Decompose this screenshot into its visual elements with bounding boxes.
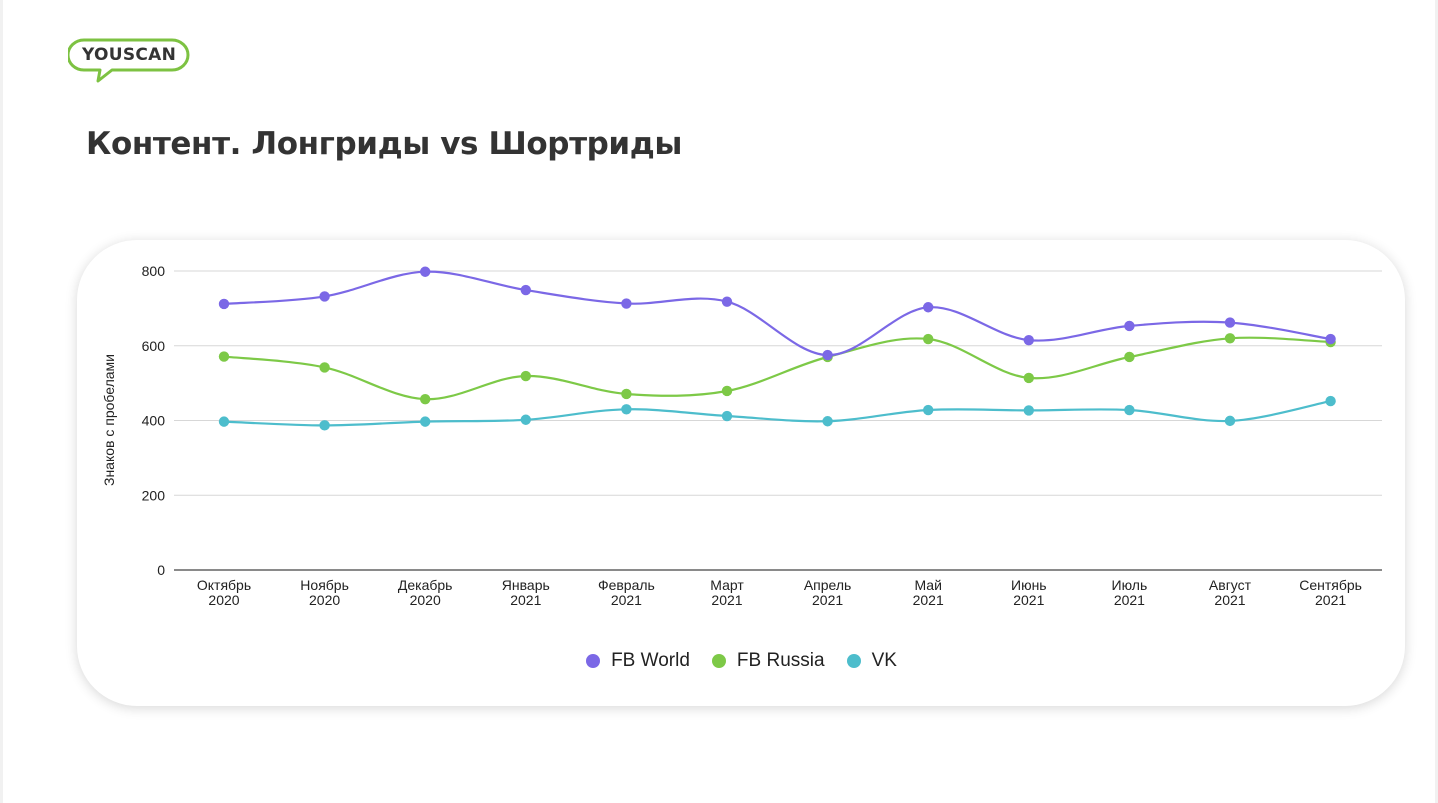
- data-point: [923, 404, 934, 416]
- data-point: [1224, 317, 1236, 328]
- data-point: [520, 284, 531, 296]
- data-point: [1023, 372, 1034, 384]
- x-tick-label: 2021: [510, 592, 541, 608]
- x-tick-label: Июль: [1112, 577, 1148, 593]
- data-point: [1124, 320, 1135, 332]
- data-point: [420, 393, 431, 405]
- data-point: [621, 388, 632, 400]
- data-point: [520, 414, 531, 425]
- x-tick-label: Май: [914, 577, 941, 593]
- data-point: [1325, 395, 1336, 407]
- x-tick-label: 2021: [1214, 592, 1245, 608]
- x-tick-label: Июнь: [1011, 577, 1047, 593]
- data-point: [218, 351, 230, 362]
- x-tick-label: Декабрь: [398, 577, 453, 593]
- data-point: [721, 410, 733, 422]
- series-line: [223, 270, 1331, 357]
- x-tick-label: 2021: [1013, 592, 1044, 608]
- data-point: [319, 362, 330, 373]
- data-point: [420, 266, 431, 277]
- data-point: [218, 298, 230, 310]
- data-point: [822, 416, 833, 427]
- x-tick-label: 2020: [208, 592, 239, 608]
- x-tick-label: 2021: [812, 592, 843, 608]
- legend-marker-icon: [586, 654, 601, 668]
- legend-label: VK: [871, 650, 897, 671]
- x-tick-label: Январь: [502, 577, 550, 593]
- legend-item: FB World: [586, 650, 690, 672]
- logo-speech-bubble-icon: [66, 38, 190, 83]
- legend-marker-icon: [711, 654, 726, 668]
- data-point: [1023, 405, 1034, 416]
- series-fb-russia: [218, 333, 1336, 405]
- legend-label: FB World: [611, 650, 690, 671]
- grid-lines: [174, 270, 1382, 496]
- x-tick-label: 2020: [309, 592, 340, 608]
- y-tick-label: 0: [157, 562, 165, 578]
- x-tick-label: Август: [1209, 577, 1252, 593]
- y-axis-title: Знаков с пробелами: [101, 354, 117, 486]
- chart-card: [77, 240, 1405, 706]
- y-tick-label: 600: [142, 338, 166, 354]
- legend-item: VK: [846, 650, 897, 672]
- data-point: [923, 302, 934, 313]
- y-tick-label: 800: [142, 263, 166, 279]
- data-point: [621, 404, 632, 415]
- x-tick-label: Март: [710, 577, 744, 593]
- legend-item: FB Russia: [711, 650, 825, 672]
- legend-label: FB Russia: [736, 650, 825, 671]
- series-line: [223, 336, 1331, 401]
- data-point: [822, 349, 833, 361]
- x-tick-label: 2021: [1315, 592, 1346, 608]
- chart-legend: FB World FB Russia VK: [0, 650, 1438, 672]
- data-point: [1124, 404, 1135, 416]
- logo-text: YOUSCAN: [82, 45, 177, 65]
- x-tick-label: 2021: [913, 592, 944, 608]
- data-point: [420, 416, 431, 427]
- x-tick-label: 2021: [1114, 592, 1145, 608]
- x-tick-label: Апрель: [804, 577, 852, 593]
- youscan-logo: YOUSCAN: [66, 38, 192, 84]
- series: [218, 266, 1336, 431]
- data-point: [319, 420, 330, 431]
- x-tick-label: Сентябрь: [1299, 577, 1362, 593]
- data-point: [1124, 351, 1135, 363]
- data-point: [319, 291, 330, 302]
- data-point: [621, 298, 632, 309]
- data-point: [1325, 333, 1336, 345]
- data-point: [1224, 415, 1236, 427]
- x-tick-label: 2020: [410, 592, 441, 608]
- x-tick-label: 2021: [711, 592, 742, 608]
- x-tick-label: Февраль: [598, 577, 655, 593]
- series-vk: [218, 395, 1336, 431]
- slide-title: Контент. Лонгриды vs Шортриды: [86, 126, 683, 162]
- data-point: [1023, 334, 1034, 346]
- data-point: [923, 333, 934, 345]
- data-point: [218, 416, 230, 427]
- data-point: [520, 370, 531, 382]
- data-point: [721, 385, 733, 397]
- x-tick-label: 2021: [611, 592, 642, 608]
- axes: 0200400600800Октябрь2020Ноябрь2020Декабр…: [142, 263, 1382, 608]
- data-point: [1224, 333, 1236, 344]
- x-tick-label: Ноябрь: [300, 577, 349, 593]
- series-fb-world: [218, 266, 1336, 361]
- series-line: [223, 400, 1331, 427]
- y-tick-label: 400: [142, 413, 166, 429]
- y-tick-label: 200: [142, 487, 166, 503]
- x-tick-label: Октябрь: [197, 577, 251, 593]
- data-point: [721, 296, 733, 307]
- legend-marker-icon: [846, 654, 861, 668]
